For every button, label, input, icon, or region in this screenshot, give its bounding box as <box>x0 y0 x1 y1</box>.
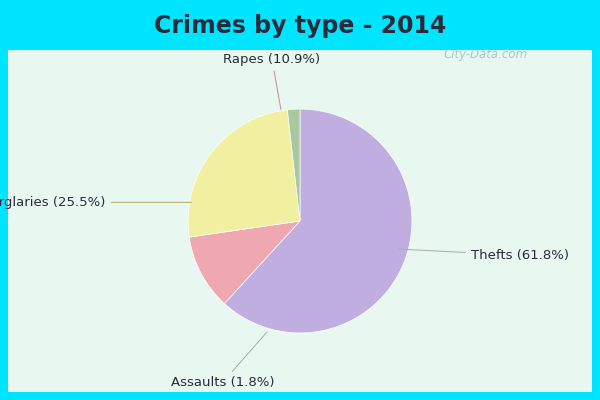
Text: City-Data.com: City-Data.com <box>444 48 528 61</box>
Text: Thefts (61.8%): Thefts (61.8%) <box>399 249 569 262</box>
Text: Assaults (1.8%): Assaults (1.8%) <box>170 332 274 390</box>
Wedge shape <box>188 110 300 237</box>
Wedge shape <box>189 221 300 304</box>
Text: Crimes by type - 2014: Crimes by type - 2014 <box>154 14 446 38</box>
Wedge shape <box>287 109 300 221</box>
Text: Rapes (10.9%): Rapes (10.9%) <box>223 52 320 110</box>
Text: Burglaries (25.5%): Burglaries (25.5%) <box>0 196 191 209</box>
Wedge shape <box>224 109 412 333</box>
